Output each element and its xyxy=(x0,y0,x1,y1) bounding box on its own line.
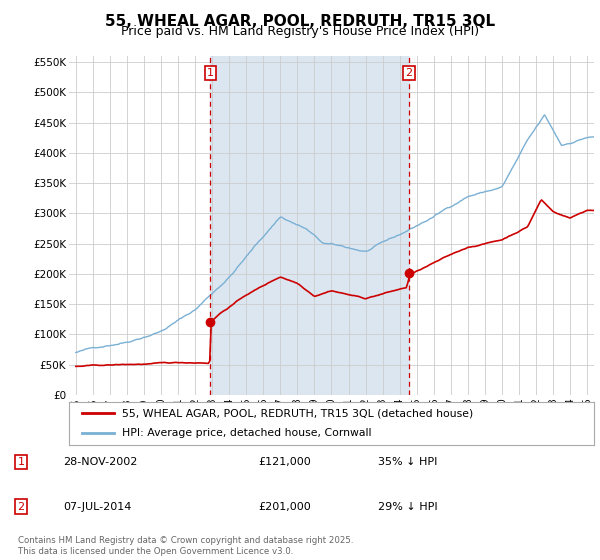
Text: Price paid vs. HM Land Registry's House Price Index (HPI): Price paid vs. HM Land Registry's House … xyxy=(121,25,479,38)
Text: 07-JUL-2014: 07-JUL-2014 xyxy=(63,502,131,512)
Text: £201,000: £201,000 xyxy=(258,502,311,512)
Text: £121,000: £121,000 xyxy=(258,457,311,467)
Text: 55, WHEAL AGAR, POOL, REDRUTH, TR15 3QL (detached house): 55, WHEAL AGAR, POOL, REDRUTH, TR15 3QL … xyxy=(121,408,473,418)
Text: 1: 1 xyxy=(17,457,25,467)
Text: 2: 2 xyxy=(17,502,25,512)
Text: 35% ↓ HPI: 35% ↓ HPI xyxy=(378,457,437,467)
Text: HPI: Average price, detached house, Cornwall: HPI: Average price, detached house, Corn… xyxy=(121,428,371,438)
Text: 1: 1 xyxy=(207,68,214,78)
Text: 28-NOV-2002: 28-NOV-2002 xyxy=(63,457,137,467)
Text: 29% ↓ HPI: 29% ↓ HPI xyxy=(378,502,437,512)
Text: 55, WHEAL AGAR, POOL, REDRUTH, TR15 3QL: 55, WHEAL AGAR, POOL, REDRUTH, TR15 3QL xyxy=(105,14,495,29)
Text: Contains HM Land Registry data © Crown copyright and database right 2025.
This d: Contains HM Land Registry data © Crown c… xyxy=(18,536,353,556)
Bar xyxy=(211,56,409,395)
Text: 2: 2 xyxy=(406,68,413,78)
